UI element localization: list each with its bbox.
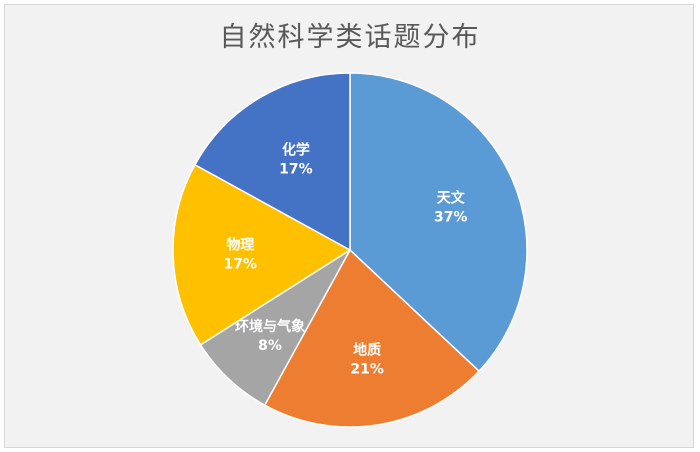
slice-percent-1: 21% bbox=[350, 361, 384, 377]
pie-slice-3 bbox=[172, 163, 352, 346]
slice-label-3: 物理 bbox=[226, 236, 254, 253]
pie-slice-4 bbox=[193, 72, 351, 252]
slice-label-1: 地质 bbox=[353, 341, 381, 358]
slice-percent-2: 8% bbox=[258, 338, 282, 354]
slice-percent-4: 17% bbox=[279, 162, 313, 178]
pie-slice-1 bbox=[263, 248, 481, 428]
slice-percent-0: 37% bbox=[434, 209, 468, 225]
slice-label-0: 天文 bbox=[437, 189, 466, 206]
pie-slice-2 bbox=[199, 249, 351, 407]
pie-chart: 天文 37% 地质 21% 环境与气象 8% 物理 17% 化学 17% bbox=[172, 72, 528, 428]
slice-label-2: 环境与气象 bbox=[235, 318, 305, 335]
pie-slice-0 bbox=[349, 72, 528, 373]
slice-percent-3: 17% bbox=[224, 256, 258, 272]
chart-frame: 自然科学类话题分布 天文 37% 地质 21% 环境与气象 8% 物理 17% 化学 17% bbox=[4, 4, 694, 448]
slice-label-4: 化学 bbox=[282, 142, 310, 159]
chart-title: 自然科学类话题分布 bbox=[219, 22, 481, 53]
